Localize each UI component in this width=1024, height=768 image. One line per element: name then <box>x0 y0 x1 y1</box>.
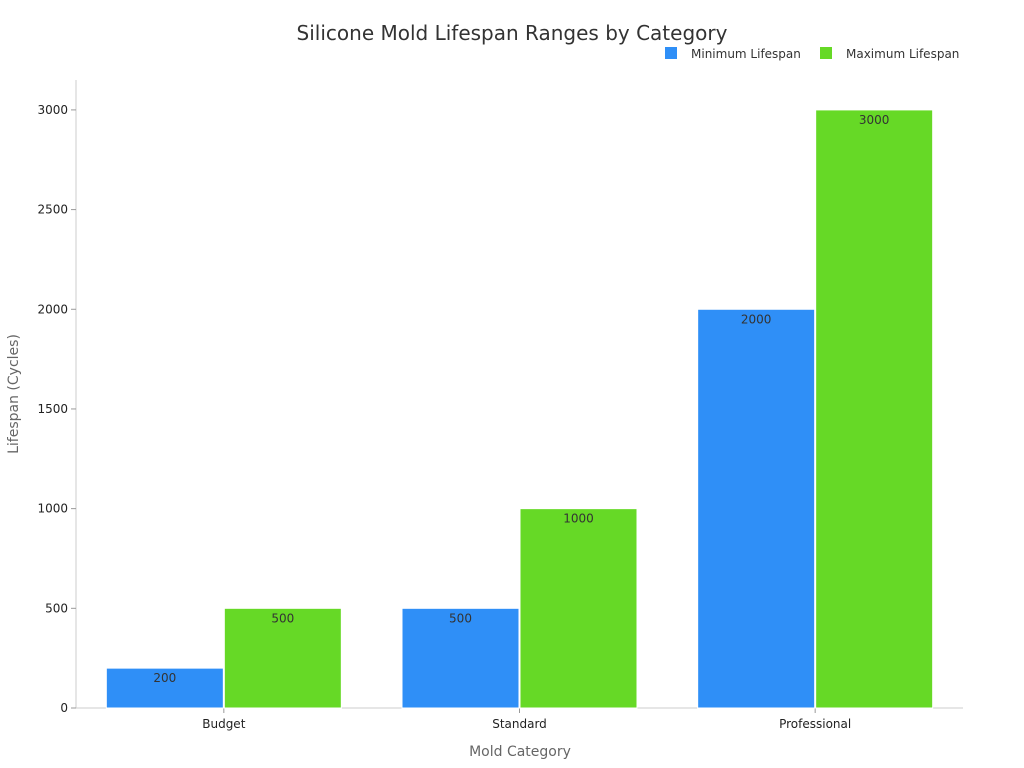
data-label: 3000 <box>859 113 890 127</box>
y-axis-title: Lifespan (Cycles) <box>6 334 22 454</box>
y-tick-label: 2500 <box>37 203 68 217</box>
data-label: 500 <box>449 611 472 625</box>
bar-minimum-lifespan-standard <box>401 607 520 709</box>
x-axis-title: Mold Category <box>469 744 571 760</box>
y-tick-label: 3000 <box>37 103 68 117</box>
bars <box>105 109 934 709</box>
legend-swatch <box>665 47 677 59</box>
bar-minimum-lifespan-budget <box>105 667 224 709</box>
data-label: 1000 <box>563 512 594 526</box>
x-ticks: Budget Standard Professional <box>202 708 851 731</box>
y-ticks: 0 500 1000 1500 2000 2500 3000 <box>37 103 76 715</box>
data-labels: 200 500 500 1000 2000 3000 <box>153 113 889 685</box>
bar-minimum-lifespan-professional <box>697 308 816 709</box>
legend-label: Maximum Lifespan <box>846 47 959 61</box>
x-tick-label: Budget <box>202 717 245 731</box>
data-label: 500 <box>271 611 294 625</box>
y-tick-label: 500 <box>45 601 68 615</box>
y-tick-label: 0 <box>60 701 68 715</box>
data-label: 2000 <box>741 312 772 326</box>
data-label: 200 <box>153 671 176 685</box>
legend: Minimum Lifespan Maximum Lifespan <box>665 47 959 61</box>
y-tick-label: 1000 <box>37 502 68 516</box>
bar-maximum-lifespan-professional <box>815 109 934 709</box>
legend-swatch <box>820 47 832 59</box>
y-tick-label: 1500 <box>37 402 68 416</box>
y-tick-label: 2000 <box>37 302 68 316</box>
bar-maximum-lifespan-standard <box>519 508 638 709</box>
chart-title: Silicone Mold Lifespan Ranges by Categor… <box>297 21 728 45</box>
x-tick-label: Professional <box>779 717 851 731</box>
x-tick-label: Standard <box>492 717 547 731</box>
bar-maximum-lifespan-budget <box>223 607 342 709</box>
legend-label: Minimum Lifespan <box>691 47 801 61</box>
